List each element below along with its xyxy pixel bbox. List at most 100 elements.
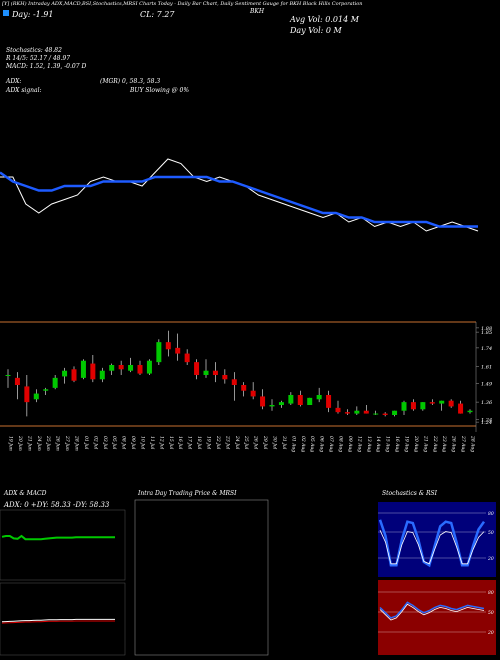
candle-body	[43, 389, 49, 391]
candle-body	[212, 370, 218, 375]
stoch-tick: 80	[488, 511, 494, 517]
candle-body	[307, 397, 313, 405]
candle-body	[146, 360, 152, 374]
rsi-panel	[378, 580, 496, 655]
date-label: 28 Aug	[470, 435, 476, 452]
date-label: 15 Aug	[385, 436, 391, 452]
date-label: 27 Aug	[460, 435, 466, 452]
date-label: 19 Jul	[206, 436, 212, 450]
candle-body	[401, 402, 407, 411]
candle-body	[52, 377, 58, 388]
date-label: 19 Aug	[404, 436, 410, 452]
date-label: 13 Aug	[366, 436, 372, 452]
candle-body	[467, 410, 473, 413]
date-label: 23 Jul	[224, 435, 230, 450]
candle-body	[80, 360, 86, 378]
candle-body	[250, 390, 256, 397]
price-tick-label: 1.36	[481, 400, 493, 406]
date-label: 21 Jun	[26, 435, 32, 451]
date-label: 22 Aug	[432, 435, 438, 452]
date-label: 01 Aug	[290, 436, 296, 452]
candle-body	[458, 403, 464, 414]
date-label: 26 Jun	[55, 435, 61, 451]
date-label: 14 Aug	[375, 436, 381, 452]
candle-body	[165, 342, 171, 350]
date-label: 15 Jul	[168, 436, 174, 450]
legend-swatch	[3, 10, 9, 16]
date-label: 25 Jun	[45, 435, 51, 451]
price-tick-label: 1.49	[481, 382, 493, 388]
date-label: 12 Jul	[158, 436, 164, 450]
date-label: 18 Jul	[196, 436, 202, 450]
date-label: 12 Aug	[356, 436, 362, 452]
candle-body	[90, 363, 96, 380]
macd-line	[1, 618, 115, 623]
candle-body	[33, 393, 39, 400]
candle-body	[335, 407, 341, 413]
candle-body	[175, 347, 181, 354]
header-title: [Y] (RKH) Intraday ADX,MACD,BSI,Stochast…	[2, 1, 363, 7]
date-label: 05 Jul	[111, 436, 117, 450]
macd-signal-line	[1, 620, 115, 624]
moving-average-line	[0, 171, 478, 228]
chart-tag: BKH	[250, 8, 265, 15]
candle-body	[316, 395, 322, 400]
candle-body	[354, 410, 360, 414]
candle-body	[260, 396, 266, 407]
date-label: 07 Aug	[328, 436, 334, 452]
day-volume: Day Vol: 0 M	[290, 26, 342, 35]
candle-body	[278, 402, 284, 405]
date-label: 25 Jul	[243, 435, 249, 450]
date-label: 03 Jul	[102, 436, 108, 450]
candle-body	[373, 413, 379, 415]
stochastics-value: Stochastics: 48.82	[6, 47, 62, 54]
date-label: 16 Jul	[177, 436, 183, 450]
rsi-tick: 80	[488, 590, 494, 596]
candle-body	[420, 402, 426, 410]
date-label: 26 Aug	[451, 435, 457, 452]
adx-values: (MGR) 0, 58.3, 58.3	[100, 78, 161, 85]
stoch-tick: 20	[487, 556, 494, 562]
date-label: 30 Jul	[272, 436, 278, 450]
candle-body	[288, 395, 294, 404]
date-label: 21 Aug	[422, 435, 428, 452]
date-label: 24 Jun	[36, 435, 42, 451]
date-label: 02 Aug	[300, 436, 306, 452]
date-label: 27 Jun	[64, 435, 70, 451]
date-label: 20 Aug	[413, 435, 419, 452]
rsi-value: R 14/5: 52.17 / 48.97	[6, 55, 71, 62]
stochastics-signal-line	[379, 530, 485, 565]
price-tick-label: 1.74	[481, 346, 492, 352]
date-label: 17 Jul	[187, 436, 193, 450]
date-label: 26 Jul	[253, 435, 259, 450]
adx-signal-label: ADX signal:	[6, 87, 42, 94]
date-label: 31 Jul	[281, 436, 287, 450]
date-label: 23 Aug	[441, 435, 447, 452]
candle-body	[363, 410, 369, 414]
candle-body	[203, 370, 209, 375]
adx-line	[1, 534, 115, 541]
price-tick-label: 1.88	[481, 326, 492, 332]
date-label: 16 Aug	[394, 436, 400, 452]
rsi-tick: 20	[487, 630, 494, 636]
date-label: 11 Jul	[149, 436, 155, 450]
candle-body	[448, 400, 454, 407]
price-line	[0, 158, 479, 232]
candle-body	[439, 400, 445, 404]
date-label: 10 Jul	[140, 436, 146, 450]
day-change: Day: -1.91	[12, 10, 54, 19]
candle-body	[24, 386, 30, 403]
date-label: 09 Jul	[130, 436, 136, 450]
adx-label: ADX:	[6, 78, 22, 85]
date-label: 20 Jun	[17, 435, 23, 451]
adx-values-line: ADX: 0 +DY: 58.33 -DY: 58.33	[4, 501, 110, 509]
date-label: 06 Aug	[319, 436, 325, 452]
date-label: 08 Jul	[121, 436, 127, 450]
macd-value: MACD: 1.52, 1.39, -0.07 D	[6, 63, 87, 70]
price-tick-label: 1.61	[481, 364, 492, 370]
date-label: 05 Aug	[309, 436, 315, 452]
candle-body	[297, 395, 303, 405]
date-label: 22 Jul	[215, 435, 221, 450]
candle-body	[392, 410, 398, 415]
